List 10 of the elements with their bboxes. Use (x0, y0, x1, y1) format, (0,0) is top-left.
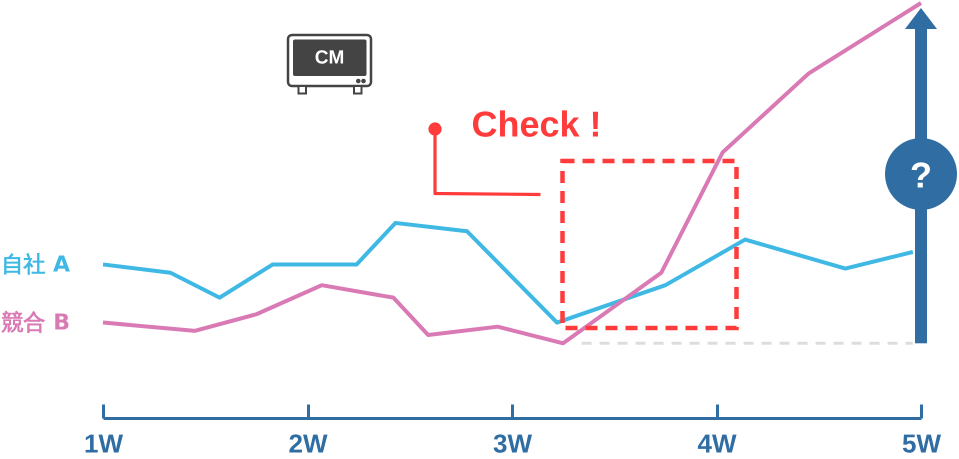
x-tick-label: 3W (493, 428, 532, 458)
annotation: Check ! (472, 104, 602, 144)
x-tick-label: 5W (902, 428, 942, 458)
x-tick-label: 2W (288, 428, 328, 458)
series-label: 自社 A (1, 252, 70, 278)
series-label: 競合 B (0, 310, 70, 336)
x-tick-label: 1W (84, 428, 124, 458)
x-tick-label: 4W (698, 428, 737, 458)
annotation: CM (314, 48, 344, 68)
annotation: ? (910, 154, 932, 196)
